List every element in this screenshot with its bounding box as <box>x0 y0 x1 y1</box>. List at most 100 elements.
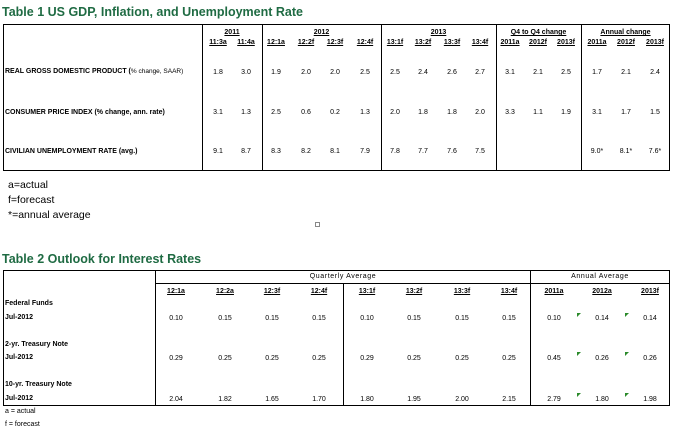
col-header: 13:2f <box>414 39 432 46</box>
col-header: 13:2f <box>405 288 423 295</box>
table-cell: 1.3 <box>241 109 251 116</box>
row-sublabel-date: Jul-2012 <box>5 314 34 321</box>
table-cell: 3.3 <box>505 109 515 116</box>
table2-divider <box>155 270 156 406</box>
table-cell: 0.15 <box>312 315 326 322</box>
table2-frame <box>3 270 670 406</box>
cell-comment-marker[interactable] <box>625 313 629 317</box>
table-cell: 1.3 <box>360 109 370 116</box>
col-header: 2013f <box>646 39 664 46</box>
table-cell: 1.80 <box>595 396 609 403</box>
q4-change-header: Q4 to Q4 change <box>510 29 567 36</box>
table-cell: 0.29 <box>360 355 374 362</box>
col-header: 13:4f <box>500 288 518 295</box>
table-cell: 2.00 <box>455 396 469 403</box>
table-cell: 1.5 <box>650 109 660 116</box>
anchor-handle[interactable] <box>315 222 320 227</box>
table-cell: 0.45 <box>547 355 561 362</box>
table-cell: 2.4 <box>418 69 428 76</box>
col-header: 12:2a <box>216 288 234 295</box>
table-cell: 1.82 <box>218 396 232 403</box>
table-cell: 1.9 <box>271 69 281 76</box>
table-cell: 1.8 <box>447 109 457 116</box>
table-cell: 0.6 <box>301 109 311 116</box>
table-cell: 3.1 <box>592 109 602 116</box>
table-cell: 0.25 <box>218 355 232 362</box>
table-cell: 0.15 <box>218 315 232 322</box>
table-cell: 7.6* <box>648 148 662 155</box>
table-cell: 0.15 <box>502 315 516 322</box>
table-cell: 1.95 <box>407 396 421 403</box>
col-header: 12:3f <box>263 288 281 295</box>
table-cell: 0.26 <box>595 355 609 362</box>
table-cell: 0.26 <box>643 355 657 362</box>
quarterly-average-header: Quarterly Average <box>309 273 377 280</box>
table-cell: 0.14 <box>643 315 657 322</box>
table-cell: 3.0 <box>241 69 251 76</box>
note-forecast: f = forecast <box>5 421 40 428</box>
table1-divider <box>262 24 263 171</box>
table1-divider <box>381 24 382 171</box>
table-cell: 1.1 <box>533 109 543 116</box>
table-cell: 7.5 <box>475 148 485 155</box>
table-cell: 8.2 <box>301 148 311 155</box>
col-header: 11:4a <box>237 39 255 46</box>
table-cell: 2.0 <box>390 109 400 116</box>
year-header-2013: 2013 <box>430 29 447 36</box>
col-header: 12:3f <box>326 39 344 46</box>
cell-comment-marker[interactable] <box>577 352 581 356</box>
table2-title: Table 2 Outlook for Interest Rates <box>2 252 202 266</box>
table-cell: 2.5 <box>390 69 400 76</box>
col-header: 13:3f <box>453 288 471 295</box>
col-header: 2011a <box>544 288 564 295</box>
cell-comment-marker[interactable] <box>577 393 581 397</box>
table-cell: 1.70 <box>312 396 326 403</box>
table-cell: 1.98 <box>643 396 657 403</box>
table-cell: 0.15 <box>407 315 421 322</box>
row-label-cpi: CONSUMER PRICE INDEX (% change, ann. rat… <box>5 109 165 116</box>
table-cell: 2.04 <box>169 396 183 403</box>
table-cell: 3.1 <box>505 69 515 76</box>
row-label-federal-funds: Federal Funds <box>5 300 53 307</box>
row-label-2yr-treasury: 2-yr. Treasury Note <box>5 341 69 348</box>
table-cell: 0.10 <box>547 315 561 322</box>
table-cell: 2.7 <box>475 69 485 76</box>
col-header: 2011a <box>587 39 607 46</box>
row-label-unemployment: CIVILIAN UNEMPLOYMENT RATE (avg.) <box>5 148 138 155</box>
annual-change-header: Annual change <box>600 29 651 36</box>
cell-comment-marker[interactable] <box>625 352 629 356</box>
col-header: 2012f <box>617 39 635 46</box>
table2-divider <box>343 283 344 406</box>
table-cell: 1.80 <box>360 396 374 403</box>
table-cell: 2.0 <box>330 69 340 76</box>
col-header: 12:1a <box>167 288 185 295</box>
table-cell: 8.1 <box>330 148 340 155</box>
note-annual-average: *=annual average <box>8 209 91 221</box>
col-header: 13:4f <box>471 39 489 46</box>
table1-divider <box>496 24 497 171</box>
table-cell: 9.0* <box>590 148 604 155</box>
table-cell: 0.10 <box>169 315 183 322</box>
table-cell: 0.25 <box>265 355 279 362</box>
table1-title: Table 1 US GDP, Inflation, and Unemploym… <box>2 5 303 19</box>
note-actual: a=actual <box>8 179 48 191</box>
table-cell: 0.2 <box>330 109 340 116</box>
table-cell: 8.7 <box>241 148 251 155</box>
table-cell: 0.15 <box>265 315 279 322</box>
row-sublabel-date: Jul-2012 <box>5 395 34 402</box>
table-cell: 2.5 <box>271 109 281 116</box>
col-header: 12:4f <box>310 288 328 295</box>
table-cell: 2.4 <box>650 69 660 76</box>
table-cell: 0.15 <box>455 315 469 322</box>
col-header: 2013f <box>641 288 659 295</box>
table-cell: 3.1 <box>213 109 223 116</box>
cell-comment-marker[interactable] <box>625 393 629 397</box>
year-header-2012: 2012 <box>313 29 330 36</box>
cell-comment-marker[interactable] <box>577 313 581 317</box>
table-cell: 0.29 <box>169 355 183 362</box>
col-header: 13:3f <box>443 39 461 46</box>
table-cell: 7.7 <box>418 148 428 155</box>
table-cell: 1.8 <box>418 109 428 116</box>
col-header: 12:2f <box>297 39 315 46</box>
table-cell: 0.25 <box>312 355 326 362</box>
